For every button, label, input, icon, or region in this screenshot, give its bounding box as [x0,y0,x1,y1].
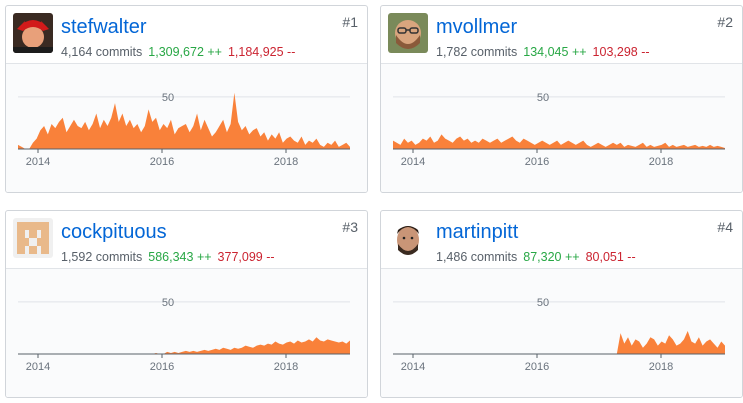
commits-count[interactable]: 4,164 commits [61,45,143,59]
deletions-count: 103,298 -- [592,45,650,59]
contributor-rank: #1 [342,14,358,30]
contributor-login-link[interactable]: stefwalter [61,16,147,38]
contributor-stats: 1,486 commits 87,320 ++ 80,051 -- [436,249,636,265]
additions-count: 1,309,672 ++ [148,45,222,59]
commits-count[interactable]: 1,782 commits [436,45,518,59]
x-tick-label: 2018 [649,361,673,373]
x-tick-label: 2014 [401,156,425,168]
contributor-rank: #4 [717,219,733,235]
commit-activity-chart: 50 2014 2016 2018 [6,64,367,192]
deletions-count: 377,099 -- [217,250,275,264]
commit-area-series [393,331,725,354]
contributor-card-4: martinpitt 1,486 commits 87,320 ++ 80,051 … [380,210,743,398]
additions-count: 134,045 ++ [523,45,587,59]
x-tick-label: 2018 [274,361,298,373]
commit-activity-chart: 50 2014 2016 2018 [6,269,367,397]
additions-count: 586,343 ++ [148,250,212,264]
contributor-header: stefwalter 4,164 commits 1,309,672 ++ 1,18… [6,6,367,64]
bearded-face-avatar-icon[interactable] [388,13,428,53]
x-tick-label: 2016 [525,156,549,168]
contributor-header: mvollmer 1,782 commits 134,045 ++ 103,298 … [381,6,742,64]
face-avatar-icon[interactable] [388,218,428,258]
x-tick-label: 2018 [649,156,673,168]
commit-activity-chart: 50 2014 2016 2018 [381,64,742,192]
x-tick-label: 2016 [150,361,174,373]
y-tick-label: 50 [162,92,174,104]
contributor-header: martinpitt 1,486 commits 87,320 ++ 80,051 … [381,211,742,269]
identicon-avatar-icon[interactable] [13,218,53,258]
commits-count[interactable]: 1,486 commits [436,250,518,264]
commit-area-series [393,134,725,149]
deletions-count: 80,051 -- [585,250,636,264]
contributor-card-3: cockpituous 1,592 commits 586,343 ++ 377,0… [5,210,368,398]
x-tick-label: 2014 [26,156,50,168]
x-tick-label: 2014 [26,361,50,373]
y-tick-label: 50 [537,297,549,309]
x-tick-label: 2016 [150,156,174,168]
contributor-rank: #2 [717,14,733,30]
additions-count: 87,320 ++ [523,250,580,264]
x-tick-label: 2016 [525,361,549,373]
commit-activity-chart: 50 2014 2016 2018 [381,269,742,397]
y-tick-label: 50 [537,92,549,104]
y-tick-label: 50 [162,297,174,309]
contributor-header: cockpituous 1,592 commits 586,343 ++ 377,0… [6,211,367,269]
contributor-login-link[interactable]: cockpituous [61,221,167,243]
contributor-login-link[interactable]: mvollmer [436,16,518,38]
x-tick-label: 2018 [274,156,298,168]
red-hat-avatar-icon[interactable] [13,13,53,53]
x-tick-label: 2014 [401,361,425,373]
contributor-card-2: mvollmer 1,782 commits 134,045 ++ 103,298 … [380,5,743,193]
contributor-rank: #3 [342,219,358,235]
commits-count[interactable]: 1,592 commits [61,250,143,264]
contributor-card-1: stefwalter 4,164 commits 1,309,672 ++ 1,18… [5,5,368,193]
deletions-count: 1,184,925 -- [227,45,296,59]
contributor-stats: 4,164 commits 1,309,672 ++ 1,184,925 -- [61,44,295,60]
contributor-stats: 1,592 commits 586,343 ++ 377,099 -- [61,249,275,265]
commit-area-series [18,92,350,149]
contributor-login-link[interactable]: martinpitt [436,221,519,243]
commit-area-series [18,337,350,354]
contributor-stats: 1,782 commits 134,045 ++ 103,298 -- [436,44,650,60]
